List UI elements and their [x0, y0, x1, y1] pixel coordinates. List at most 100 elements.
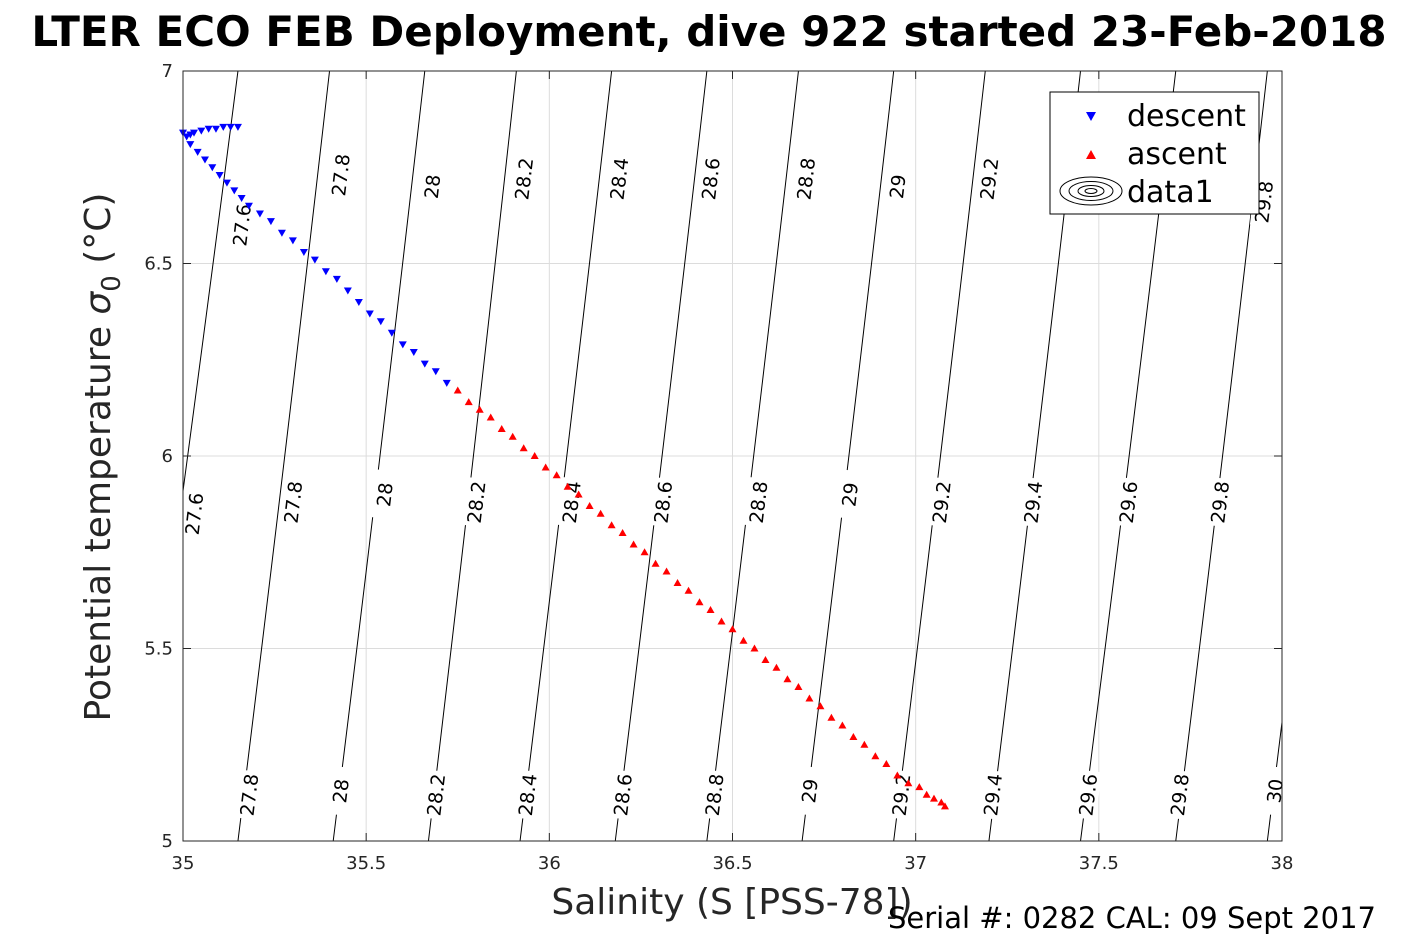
ascent-point: [783, 675, 792, 683]
descent-point: [354, 299, 363, 306]
descent-point: [211, 125, 220, 133]
contour-label: 29.4: [1020, 480, 1047, 525]
descent-point: [215, 171, 224, 179]
legend-label-data1: data1: [1127, 175, 1214, 210]
descent-point: [343, 287, 352, 295]
descent-point: [420, 360, 429, 368]
descent-point: [182, 133, 191, 141]
contour-label: 29.8: [1167, 773, 1194, 818]
ascent-point: [640, 548, 649, 556]
contour-label: 27.8: [328, 153, 355, 198]
ascent-point: [508, 432, 517, 440]
isopycnal-line: [893, 71, 986, 841]
contour-label-bg: [422, 769, 450, 820]
descent-point: [332, 275, 341, 283]
y-tick-label: 5: [162, 831, 173, 852]
x-tick-label: 36: [538, 853, 561, 874]
contour-label: 27.8: [280, 480, 307, 525]
ascent-point: [915, 783, 924, 791]
ascent-point: [860, 740, 869, 748]
ascent-point: [695, 598, 704, 606]
descent-point: [409, 349, 418, 357]
ascent-point: [486, 413, 495, 421]
ascent-point: [838, 721, 847, 729]
ascent-point: [453, 386, 462, 394]
contour-label-bg: [1019, 477, 1047, 528]
legend-label-ascent: ascent: [1127, 137, 1227, 172]
contour-label: 29.2: [889, 773, 916, 818]
contour-label-bg: [462, 477, 490, 528]
contour-label: 28.4: [559, 480, 586, 525]
contour-label: 28.2: [464, 480, 491, 525]
contour-label-bg: [235, 769, 263, 820]
contour-label: 28: [421, 173, 446, 200]
isopycnal-line: [1266, 718, 1282, 841]
contour-label: 28.4: [607, 157, 634, 202]
ascent-point: [651, 559, 660, 567]
contour-label-bg: [744, 477, 772, 528]
ascent-point: [530, 452, 539, 459]
isopycnal-line: [237, 71, 331, 841]
y-axis-label-subscript: 0: [97, 275, 127, 292]
contour-label-bg: [326, 149, 355, 201]
ascent-point: [940, 802, 949, 810]
contour-label-bg: [605, 153, 633, 204]
contour-label-bg: [608, 769, 637, 820]
ascent-point: [662, 567, 671, 575]
legend-marker-descent: [1086, 112, 1096, 121]
descent-point: [204, 125, 213, 133]
ascent-point: [563, 482, 572, 490]
isopycnal-line: [614, 71, 708, 841]
contour-label: 29: [838, 481, 863, 508]
ascent-point: [750, 644, 759, 652]
y-axis-label-sigma: σ: [78, 291, 119, 315]
contour-label: 30: [1263, 778, 1288, 805]
contour-label-bg: [1074, 769, 1102, 820]
ascent-point: [816, 702, 825, 710]
descent-point: [299, 248, 308, 256]
ascent-point: [464, 398, 473, 406]
contour-label: 27.8: [237, 773, 264, 818]
y-tick-label: 5.5: [144, 639, 173, 660]
ascent-point: [827, 713, 836, 721]
contour-label: 28.8: [702, 773, 729, 818]
ascent-point: [849, 733, 858, 741]
ascent-point: [871, 752, 880, 760]
descent-point: [255, 210, 264, 218]
serial-calibration-footer: Serial #: 0282 CAL: 09 Sept 2017: [888, 901, 1376, 935]
ascent-point: [519, 444, 528, 452]
ascent-point: [629, 540, 638, 548]
x-tick-label: 37: [904, 853, 927, 874]
descent-point: [398, 341, 407, 349]
descent-point: [376, 318, 385, 326]
contour-label-bg: [835, 469, 864, 520]
contour-label-bg: [227, 199, 256, 251]
descent-point: [186, 131, 195, 139]
contour-label: 29: [886, 173, 911, 200]
ascent-point: [937, 798, 946, 806]
ascent-point: [794, 683, 803, 690]
descent-point: [237, 195, 246, 203]
contour-label-bg: [509, 153, 538, 204]
descent-point: [219, 123, 228, 131]
descent-point: [387, 329, 396, 337]
contour-label-bg: [700, 769, 728, 820]
contour-label-bg: [975, 153, 1003, 204]
contour-label-bg: [326, 765, 355, 817]
descent-point: [189, 129, 198, 137]
contour-label: 28: [329, 778, 354, 805]
ascent-point: [761, 656, 770, 664]
contour-label: 29.2: [929, 480, 956, 525]
x-tick-label: 35.5: [346, 853, 386, 874]
ascent-point: [475, 405, 484, 413]
contour-label-bg: [418, 161, 446, 212]
ascent-point: [929, 794, 938, 802]
contour-label: 29.6: [1116, 480, 1143, 525]
contour-label: 28.6: [650, 480, 677, 525]
isopycnal-line: [332, 71, 426, 841]
descent-point: [244, 202, 253, 210]
legend-label-descent: descent: [1127, 99, 1246, 134]
data-markers: [179, 123, 949, 810]
ascent-point: [585, 502, 594, 510]
contour-label-bg: [279, 477, 307, 528]
